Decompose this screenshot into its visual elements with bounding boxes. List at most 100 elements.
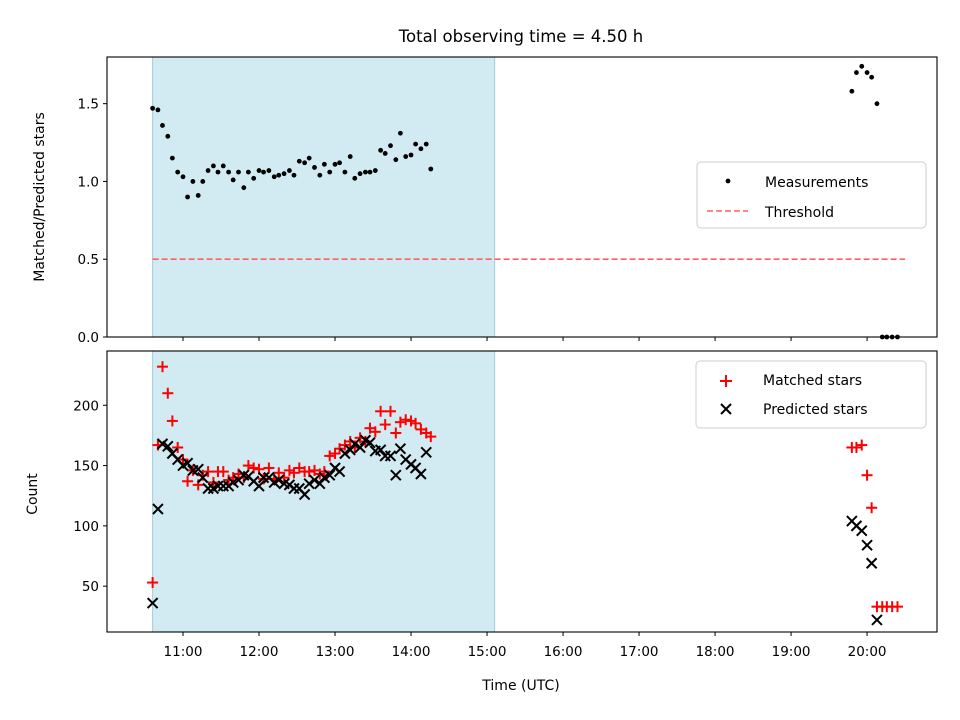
matched-stars-point: [390, 427, 402, 439]
measurement-point: [281, 171, 287, 177]
measurement-point: [180, 174, 186, 180]
predicted-stars-point: [181, 457, 194, 469]
predicted-stars-point: [349, 438, 361, 450]
count-y-axis-label: Count: [25, 473, 41, 515]
measurement-point: [317, 172, 323, 178]
predicted-stars-point: [420, 446, 432, 459]
measurement-point: [342, 169, 348, 175]
predicted-stars-point: [394, 442, 407, 455]
measurement-point: [241, 185, 247, 191]
measurement-point: [372, 168, 378, 173]
measurement-point: [230, 177, 236, 183]
matched-stars-point: [344, 435, 356, 447]
matched-stars-point: [166, 415, 178, 427]
measurement-point: [261, 169, 266, 175]
measurement-point: [200, 179, 206, 184]
matched-stars-point: [172, 441, 184, 453]
predicted-stars-point: [314, 477, 326, 490]
matched-stars-point: [394, 416, 406, 428]
predicted-stars-point: [861, 539, 873, 551]
measurement-point: [220, 163, 226, 169]
predicted-stars-point: [273, 474, 285, 486]
measurement-point: [165, 133, 171, 139]
matched-stars-point: [385, 405, 397, 417]
predicted-stars-point: [298, 488, 311, 501]
measurement-point: [388, 143, 393, 149]
x-tick-label: 13:00: [316, 644, 355, 660]
measurement-point: [266, 168, 272, 173]
measurement-point: [413, 141, 418, 147]
predicted-stars-point: [197, 471, 209, 484]
legend-measurements-label: Measurements: [765, 175, 868, 191]
matched-stars-point: [324, 450, 336, 462]
measurement-point: [150, 105, 156, 111]
measurement-point: [312, 165, 317, 170]
ratio-legend: Measurements Threshold: [696, 161, 927, 229]
x-tick-label: 17:00: [620, 644, 659, 660]
predicted-stars-point: [374, 444, 387, 456]
predicted-stars-point: [865, 557, 878, 569]
measurement-point: [169, 155, 175, 161]
measurement-point: [393, 157, 399, 163]
measurement-point: [327, 169, 333, 175]
measurement-point: [251, 175, 257, 181]
matched-stars-point: [850, 441, 862, 453]
measurement-point: [869, 74, 875, 80]
measurement-point: [190, 179, 196, 184]
measurement-point: [185, 194, 190, 200]
measurement-point: [352, 175, 358, 181]
ratio-y-tick-label: 0.5: [78, 252, 99, 268]
matched-stars-point: [891, 601, 903, 613]
ratio-shaded-span: [152, 56, 496, 338]
measurement-point: [287, 168, 292, 173]
measurement-point: [357, 171, 363, 177]
count-y-tick-label: 50: [82, 579, 99, 595]
measurement-point: [296, 158, 302, 164]
predicted-stars-point: [339, 447, 351, 460]
matched-stars-point: [162, 387, 174, 399]
predicted-stars-point: [152, 503, 164, 515]
x-tick-label: 18:00: [696, 644, 735, 660]
measurement-point: [378, 147, 384, 153]
count-legend: Matched stars Predicted stars: [695, 360, 927, 429]
measurement-point: [195, 193, 201, 198]
measurement-point: [211, 163, 216, 169]
ratio-panel: 0.0 0.5 1.0 1.5 Matched/Predicted stars Mea…: [32, 56, 938, 346]
x-tick-label: 12:00: [240, 644, 279, 660]
measurement-point: [332, 161, 338, 167]
measurement-point: [276, 172, 282, 178]
measurement-point: [245, 169, 251, 175]
matched-stars-point: [273, 467, 285, 479]
measurement-point: [874, 101, 880, 107]
legend-threshold-label: Threshold: [764, 205, 834, 221]
predicted-stars-point: [162, 440, 174, 452]
predicted-stars-point: [384, 450, 397, 462]
matched-stars-point: [410, 417, 422, 429]
matched-stars-point: [147, 577, 159, 589]
count-axes-frame: [106, 350, 938, 633]
predicted-stars-point: [344, 444, 356, 456]
measurement-point: [382, 151, 388, 156]
matched-stars-point: [379, 419, 391, 431]
predicted-stars-point: [308, 474, 321, 486]
measurement-point: [864, 70, 870, 75]
measurement-point: [271, 174, 277, 180]
ratio-y-tick-label: 1.5: [78, 97, 99, 113]
matched-stars-point: [861, 469, 873, 481]
matched-stars-point: [866, 502, 878, 514]
predicted-stars-point: [856, 524, 868, 537]
measurement-point: [321, 161, 327, 167]
matched-stars-point: [856, 439, 868, 451]
legend-matched-marker: [720, 375, 732, 387]
measurement-point: [403, 154, 409, 159]
matched-stars-point: [248, 462, 260, 474]
measurement-point: [160, 123, 165, 128]
measurement-point: [428, 166, 434, 172]
predicted-stars-point: [253, 480, 265, 492]
measurement-point: [226, 169, 232, 175]
measurement-point: [205, 168, 211, 173]
matched-stars-point: [263, 462, 275, 474]
matched-stars-point: [318, 466, 330, 478]
measurement-point: [175, 169, 181, 175]
measurement-point: [363, 169, 368, 175]
